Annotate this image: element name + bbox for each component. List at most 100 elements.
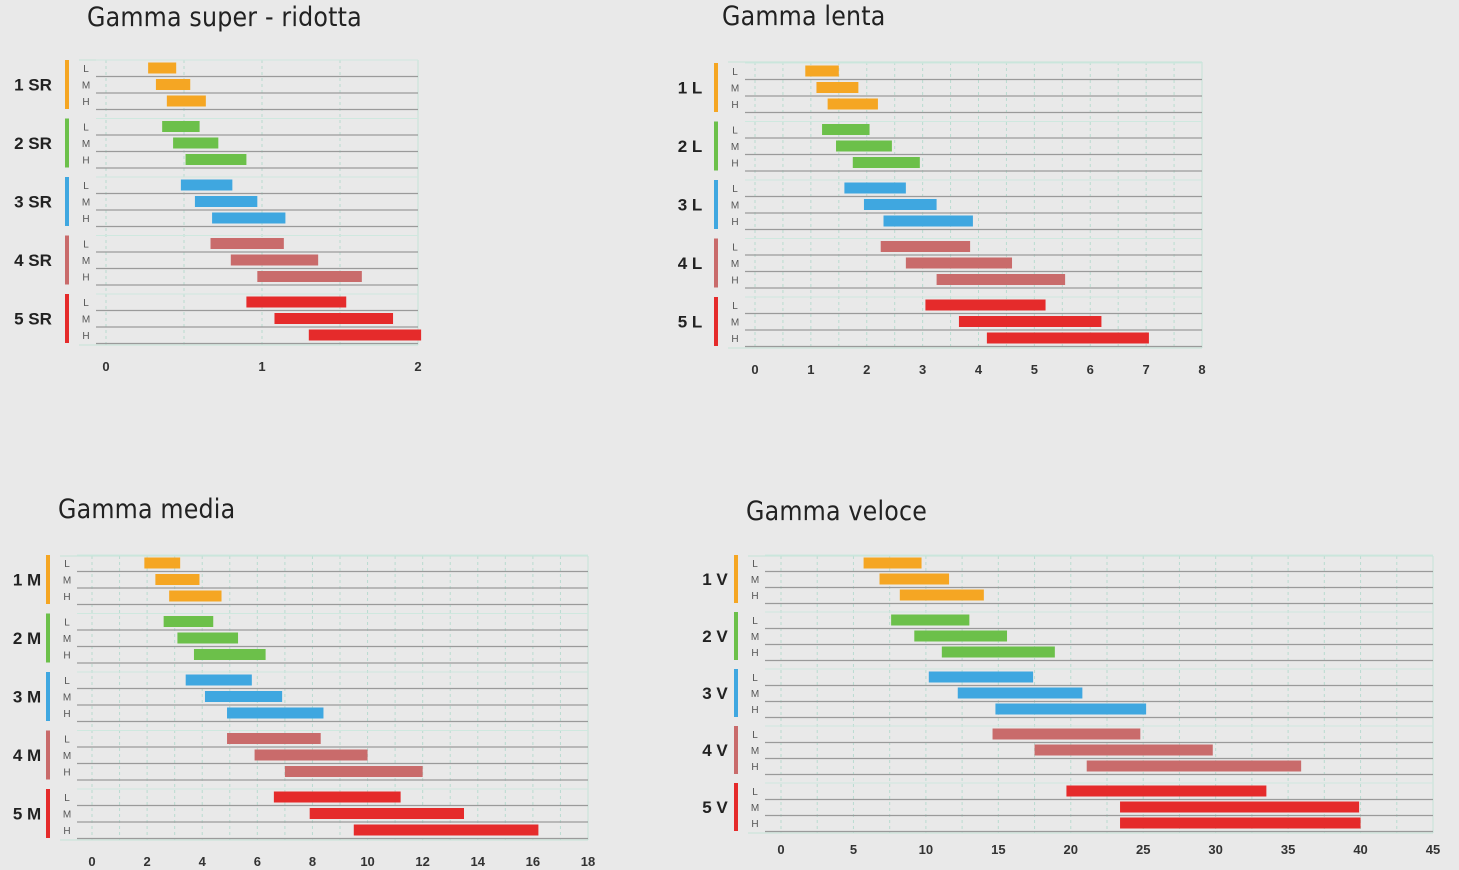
range-bar (148, 62, 177, 74)
x-tick-label: 1 (807, 362, 814, 377)
range-bar (274, 313, 394, 324)
chart-title-veloce: Gamma veloce (746, 496, 927, 527)
x-tick-label: 30 (1208, 842, 1222, 857)
load-label: H (63, 592, 70, 603)
load-label: M (63, 576, 71, 587)
gear-color-bar (46, 730, 50, 780)
gear-label: 1 L (678, 79, 703, 98)
range-bar (827, 98, 878, 110)
x-tick-label: 0 (751, 362, 758, 377)
range-bar (844, 182, 906, 194)
range-bar (246, 296, 347, 308)
gear-color-bar (65, 294, 69, 343)
gear-label: 2 L (678, 137, 703, 156)
gear-color-bar (734, 555, 738, 603)
x-tick-label: 15 (991, 842, 1005, 857)
load-label: L (732, 126, 738, 137)
range-bar (155, 79, 191, 90)
x-tick-label: 0 (777, 842, 784, 857)
gear-color-bar (46, 789, 50, 838)
load-label: L (752, 787, 758, 798)
range-bar (193, 649, 266, 660)
range-bar (227, 707, 324, 719)
x-tick-label: 8 (309, 854, 316, 869)
load-label: H (731, 334, 738, 345)
load-label: L (752, 616, 758, 627)
load-label: H (731, 100, 738, 111)
load-label: L (732, 67, 738, 78)
range-bar (155, 574, 200, 585)
gear-label: 1 V (702, 570, 728, 589)
range-bar (995, 703, 1147, 715)
gear-label: 2 M (13, 629, 41, 648)
load-label: M (63, 751, 71, 762)
gear-label: 2 SR (14, 134, 52, 153)
load-label: H (751, 762, 758, 773)
chart-title-super-ridotta: Gamma super - ridotta (87, 2, 362, 33)
x-tick-label: 5 (850, 842, 857, 857)
gear-color-bar (714, 180, 718, 229)
gear-label: 3 L (678, 196, 703, 215)
gear-color-bar (65, 235, 69, 285)
load-label: M (82, 81, 90, 92)
gear-color-bar (46, 613, 50, 663)
load-label: L (732, 243, 738, 254)
x-tick-label: 2 (143, 854, 150, 869)
x-tick-label: 14 (471, 854, 486, 869)
range-bar (1066, 785, 1267, 797)
gear-color-bar (714, 297, 718, 346)
range-bar (928, 671, 1034, 683)
range-bar (880, 241, 971, 252)
gear-color-bar (734, 612, 738, 660)
x-tick-label: 5 (1031, 362, 1038, 377)
range-bar (863, 557, 922, 569)
load-label: H (63, 826, 70, 837)
range-bar (1120, 817, 1361, 829)
x-tick-label: 0 (88, 854, 95, 869)
load-label: L (83, 123, 89, 134)
x-tick-label: 35 (1281, 842, 1295, 857)
range-bar (185, 154, 247, 165)
range-bar (273, 791, 401, 803)
chart-title-lenta: Gamma lenta (722, 1, 886, 32)
load-label: H (731, 276, 738, 287)
x-tick-label: 6 (1087, 362, 1094, 377)
load-label: M (731, 259, 739, 270)
load-label: M (82, 256, 90, 267)
load-label: L (64, 618, 70, 629)
gear-color-bar (714, 238, 718, 288)
range-bar (891, 614, 970, 626)
gear-label: 4 M (13, 746, 41, 765)
x-tick-label: 10 (360, 854, 374, 869)
gear-color-bar (734, 783, 738, 831)
load-label: M (751, 803, 759, 814)
range-bar (210, 238, 284, 249)
x-tick-label: 7 (1143, 362, 1150, 377)
x-tick-label: 2 (414, 359, 421, 374)
load-label: L (64, 735, 70, 746)
x-tick-label: 0 (102, 359, 109, 374)
range-bar (1086, 760, 1302, 772)
load-label: M (731, 201, 739, 212)
range-bar (905, 257, 1013, 269)
gear-label: 1 SR (14, 76, 52, 95)
range-bar (284, 766, 423, 777)
load-label: M (82, 315, 90, 326)
gear-label: 2 V (702, 627, 728, 646)
x-tick-label: 4 (975, 362, 983, 377)
range-bar (185, 674, 252, 686)
range-bar (836, 140, 892, 152)
x-tick-label: 45 (1426, 842, 1440, 857)
gear-label: 5 L (678, 313, 703, 332)
range-bar (194, 196, 258, 207)
range-bar (957, 687, 1083, 699)
load-label: M (751, 632, 759, 643)
range-bar (227, 733, 321, 744)
gear-color-bar (714, 63, 718, 112)
gear-color-bar (46, 672, 50, 721)
range-bar (162, 121, 200, 132)
